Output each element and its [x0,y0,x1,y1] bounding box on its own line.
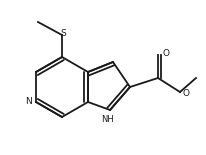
Text: O: O [183,89,190,97]
Text: O: O [163,49,170,58]
Text: N: N [26,97,32,106]
Text: S: S [60,29,66,38]
Text: NH: NH [102,115,114,124]
